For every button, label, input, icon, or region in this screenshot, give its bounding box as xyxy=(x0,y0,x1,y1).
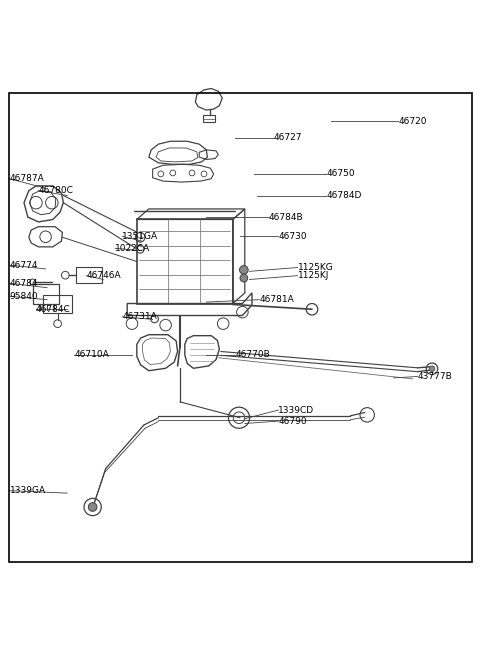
Circle shape xyxy=(240,265,248,274)
Bar xyxy=(43,295,72,313)
Bar xyxy=(33,284,59,305)
Text: 1125KJ: 1125KJ xyxy=(298,271,329,280)
Text: 46784B: 46784B xyxy=(269,213,303,221)
Text: 46727: 46727 xyxy=(274,134,302,142)
Text: 46784C: 46784C xyxy=(36,305,71,314)
Text: 46784D: 46784D xyxy=(326,191,362,200)
Text: 46787A: 46787A xyxy=(10,174,44,183)
Text: 46710A: 46710A xyxy=(74,350,109,360)
Bar xyxy=(203,115,215,122)
Text: 46720: 46720 xyxy=(398,117,427,126)
Text: 43777B: 43777B xyxy=(418,372,452,381)
Text: 1339GA: 1339GA xyxy=(10,486,46,495)
Text: 46750: 46750 xyxy=(326,170,355,178)
Text: 95840: 95840 xyxy=(10,291,38,301)
Text: 46770B: 46770B xyxy=(235,350,270,360)
Text: 46774: 46774 xyxy=(10,261,38,270)
Text: 1022CA: 1022CA xyxy=(115,244,150,253)
Circle shape xyxy=(88,502,97,512)
Text: 46730: 46730 xyxy=(278,232,307,241)
Text: 1351GA: 1351GA xyxy=(122,232,158,241)
Text: 1125KG: 1125KG xyxy=(298,263,333,272)
Text: 46780C: 46780C xyxy=(38,186,73,195)
Text: 46731A: 46731A xyxy=(122,312,157,322)
Bar xyxy=(76,267,102,284)
Text: 1339CD: 1339CD xyxy=(278,405,314,415)
Bar xyxy=(137,219,233,303)
Text: 46746A: 46746A xyxy=(86,271,121,280)
Text: 46781A: 46781A xyxy=(259,295,294,304)
Text: 46784: 46784 xyxy=(10,279,38,288)
Circle shape xyxy=(429,366,435,371)
Circle shape xyxy=(240,274,248,282)
Text: 46790: 46790 xyxy=(278,417,307,426)
